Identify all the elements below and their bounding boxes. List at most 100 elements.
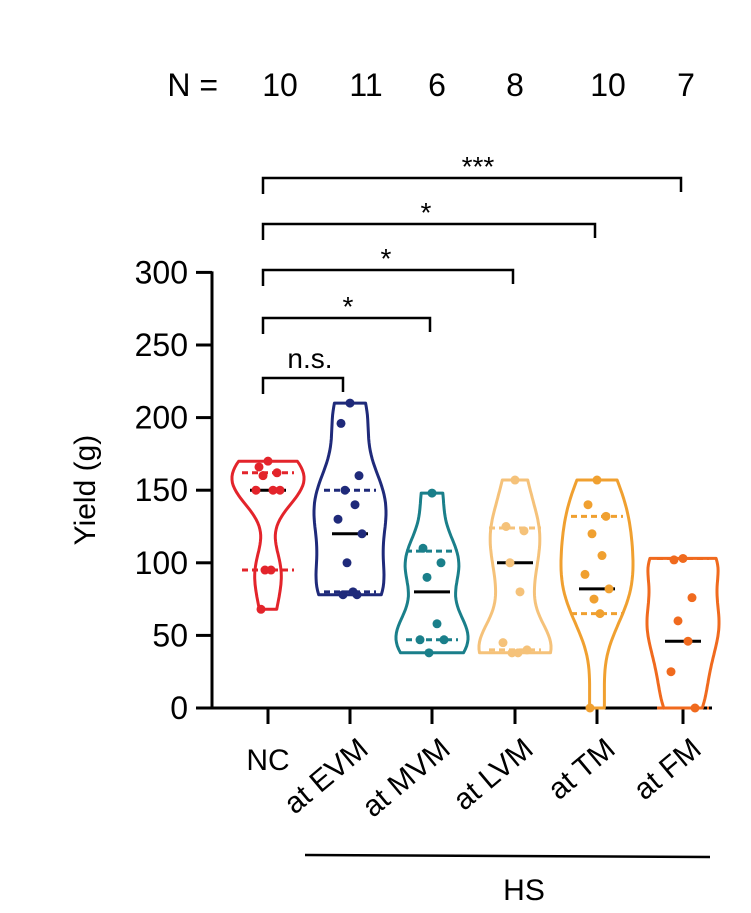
violin-outline-at-tm	[559, 478, 635, 710]
significance-label-at-tm: *	[421, 197, 432, 228]
data-point-at-evm-9	[338, 590, 348, 600]
bracket-nc-vs-at-tm	[261, 222, 597, 240]
n-value-at-evm: 11	[349, 67, 382, 103]
data-point-at-tm-3	[587, 529, 597, 539]
data-point-at-lvm-1	[501, 522, 511, 531]
hs-group-line	[304, 853, 711, 859]
violin-nc	[230, 456, 306, 614]
violin-at-tm	[559, 475, 635, 713]
data-point-nc-6	[275, 485, 285, 495]
significance-brackets: n.s.******	[261, 151, 683, 394]
data-point-at-lvm-8	[513, 648, 523, 658]
data-point-nc-3	[258, 471, 268, 481]
data-point-at-lvm-0	[510, 475, 520, 485]
y-tick-label-50: 50	[152, 617, 188, 653]
x-tick-label-at-mvm: at MVM	[356, 732, 456, 824]
data-point-at-mvm-4	[432, 619, 442, 629]
data-point-at-evm-6	[357, 529, 367, 539]
data-point-at-fm-2	[687, 593, 697, 603]
violin-outline-nc	[230, 459, 306, 611]
violin-series	[230, 398, 721, 713]
data-point-at-lvm-5	[498, 638, 508, 648]
data-point-at-mvm-1	[418, 543, 428, 553]
data-point-at-evm-0	[345, 398, 355, 408]
data-point-at-fm-1	[669, 555, 679, 565]
data-point-at-tm-1	[583, 500, 593, 510]
violin-outline-at-fm	[645, 556, 721, 710]
data-point-nc-5	[251, 485, 261, 495]
hs-group-indicator: HS	[304, 853, 711, 907]
data-point-at-evm-5	[333, 514, 343, 524]
y-tick-label-300: 300	[135, 254, 188, 290]
data-point-nc-2	[272, 468, 282, 478]
data-point-at-evm-4	[350, 500, 360, 510]
x-tick-label-at-evm: at EVM	[278, 732, 375, 821]
bracket-nc-vs-at-lvm	[261, 268, 515, 286]
data-point-at-evm-3	[340, 485, 350, 495]
data-point-nc-4	[268, 485, 278, 495]
data-point-at-tm-6	[604, 584, 614, 594]
data-point-at-mvm-7	[424, 648, 434, 658]
data-point-at-fm-4	[683, 636, 693, 646]
significance-label-at-fm: ***	[462, 151, 495, 182]
y-tick-label-200: 200	[135, 400, 188, 436]
data-point-at-tm-9	[585, 703, 595, 713]
n-value-at-tm: 10	[590, 67, 626, 103]
n-value-nc: 10	[262, 67, 298, 103]
x-tick-label-at-tm: at TM	[542, 732, 622, 806]
data-point-at-tm-5	[580, 569, 590, 579]
bracket-nc-vs-at-mvm	[261, 316, 432, 334]
significance-label-at-lvm: *	[381, 243, 392, 274]
x-tick-label-at-lvm: at LVM	[447, 732, 539, 817]
data-point-at-mvm-5	[415, 635, 425, 645]
data-point-nc-0	[263, 456, 273, 466]
data-point-at-lvm-3	[505, 558, 515, 568]
data-point-at-lvm-2	[519, 526, 529, 536]
y-axis-title: Yield (g)	[69, 435, 102, 546]
x-tick-label-nc: NC	[246, 744, 289, 777]
data-point-at-lvm-4	[515, 587, 525, 597]
data-point-at-fm-3	[673, 616, 683, 626]
violin-at-evm	[312, 398, 388, 600]
data-point-at-tm-2	[601, 511, 611, 521]
y-tick-label-250: 250	[135, 327, 188, 363]
data-point-at-fm-5	[666, 667, 676, 677]
data-point-at-mvm-6	[439, 635, 449, 645]
n-value-at-fm: 7	[677, 67, 695, 103]
x-tick-label-at-fm: at FM	[628, 732, 708, 807]
data-point-at-mvm-2	[436, 558, 446, 568]
data-point-at-evm-2	[354, 471, 364, 481]
data-point-at-evm-7	[342, 558, 352, 568]
bracket-nc-vs-at-fm	[261, 176, 683, 194]
y-tick-label-0: 0	[170, 690, 188, 726]
data-point-at-evm-10	[352, 590, 362, 600]
y-tick-label-100: 100	[135, 545, 188, 581]
data-point-at-tm-4	[597, 551, 607, 561]
violin-at-mvm	[394, 488, 470, 658]
bracket-nc-vs-at-evm	[261, 376, 345, 394]
data-point-at-mvm-0	[427, 488, 437, 498]
data-point-at-lvm-6	[522, 645, 532, 655]
data-point-at-fm-0	[678, 553, 688, 563]
violin-outline-at-lvm	[477, 478, 553, 655]
sample-size-row: N = 10 11 6 8 10 7	[167, 67, 695, 103]
hs-group-label: HS	[503, 874, 545, 907]
y-tick-label-150: 150	[135, 472, 188, 508]
n-prefix-label: N =	[167, 67, 218, 103]
y-axis: 0 50 100 150 200 250 300	[135, 254, 214, 726]
data-point-at-fm-6	[690, 703, 700, 713]
significance-label-at-mvm: *	[343, 291, 354, 322]
violin-outline-at-mvm	[394, 491, 470, 655]
data-point-at-tm-7	[589, 594, 599, 604]
data-point-nc-8	[266, 565, 276, 575]
significance-label-at-evm: n.s.	[287, 343, 332, 374]
data-point-at-tm-0	[592, 475, 602, 485]
n-value-at-lvm: 8	[506, 67, 524, 103]
violin-at-lvm	[477, 475, 553, 658]
violin-outline-at-evm	[312, 401, 388, 597]
data-point-at-tm-8	[595, 609, 605, 619]
n-value-at-mvm: 6	[428, 67, 446, 103]
data-point-at-evm-1	[336, 418, 346, 428]
